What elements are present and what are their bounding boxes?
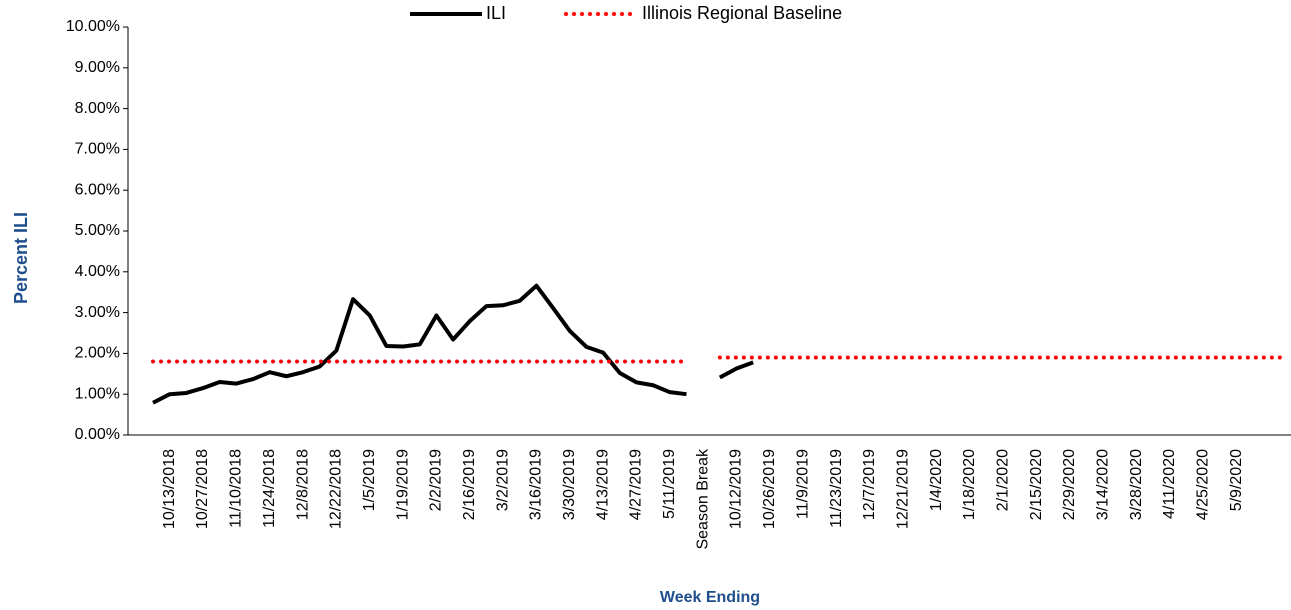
x-tick-label: 12/8/2018: [294, 449, 311, 520]
x-tick-label: 12/7/2019: [861, 449, 878, 520]
x-tick-label: 2/2/2019: [428, 449, 445, 511]
x-tick-label: 12/21/2019: [894, 449, 911, 529]
x-tick-label: 10/27/2018: [194, 449, 211, 529]
x-axis-title: Week Ending: [660, 589, 760, 606]
x-tick-label: 1/19/2019: [394, 449, 411, 520]
x-tick-label: 3/28/2020: [1128, 449, 1145, 520]
x-tick-label: 2/15/2020: [1028, 449, 1045, 520]
series-line: [152, 283, 754, 405]
x-tick-label: 10/13/2018: [161, 449, 178, 529]
y-tick-label: 2.00%: [75, 345, 120, 362]
y-tick-label: 4.00%: [75, 263, 120, 280]
x-tick-label: 1/5/2019: [361, 449, 378, 511]
series-line: [151, 355, 1289, 364]
x-tick-label: 2/1/2020: [994, 449, 1011, 511]
legend-label: Illinois Regional Baseline: [642, 3, 842, 23]
x-tick-label: 1/4/2020: [928, 449, 945, 511]
x-tick-label: 3/16/2019: [528, 449, 545, 520]
y-tick-label: 3.00%: [75, 304, 120, 321]
x-tick-label: 5/9/2020: [1228, 449, 1245, 511]
x-tick-label: 10/26/2019: [761, 449, 778, 529]
x-tick-label: 12/22/2018: [328, 449, 345, 529]
y-tick-label: 7.00%: [75, 141, 120, 158]
x-tick-label: 5/11/2019: [661, 449, 678, 519]
y-tick-label: 5.00%: [75, 222, 120, 239]
x-tick-label: 11/23/2019: [828, 449, 845, 528]
x-tick-label: 3/14/2020: [1094, 449, 1111, 520]
x-tick-label: Season Break: [694, 448, 711, 550]
x-tick-label: 11/10/2018: [228, 449, 245, 528]
legend-label: ILI: [486, 3, 506, 23]
x-tick-label: 10/12/2019: [728, 449, 745, 529]
y-tick-label: 10.00%: [66, 18, 120, 35]
x-tick-label: 2/29/2020: [1061, 449, 1078, 520]
x-tick-label: 1/18/2020: [961, 449, 978, 520]
y-tick-label: 8.00%: [75, 100, 120, 117]
y-tick-label: 9.00%: [75, 59, 120, 76]
y-tick-label: 1.00%: [75, 385, 120, 402]
x-tick-label: 4/11/2020: [1161, 449, 1178, 519]
x-tick-label: 3/30/2019: [561, 449, 578, 520]
y-axis-title: Percent ILI: [11, 212, 31, 304]
x-tick-label: 4/13/2019: [594, 449, 611, 520]
y-tick-label: 6.00%: [75, 181, 120, 198]
x-tick-label: 2/16/2019: [461, 449, 478, 520]
x-tick-label: 11/24/2018: [261, 449, 278, 528]
x-tick-label: 3/2/2019: [494, 449, 511, 511]
y-tick-label: 0.00%: [75, 426, 120, 443]
x-tick-label: 11/9/2019: [794, 449, 811, 519]
x-tick-label: 4/25/2020: [1195, 449, 1212, 520]
x-tick-label: 4/27/2019: [628, 449, 645, 520]
